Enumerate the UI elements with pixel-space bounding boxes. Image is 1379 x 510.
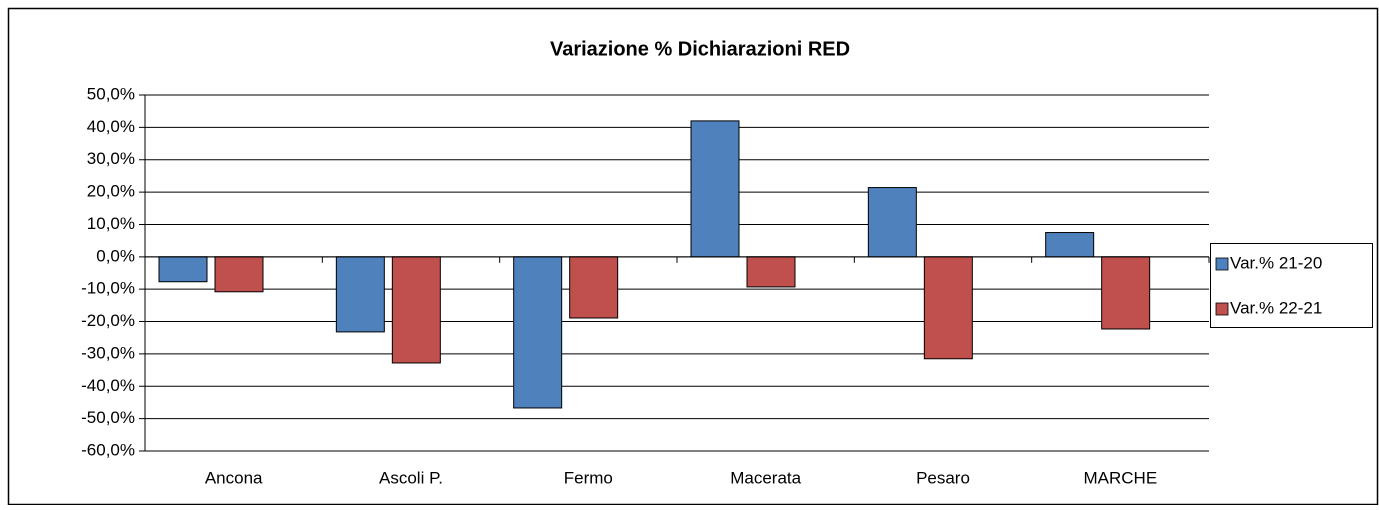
y-tick-label: -10,0% — [81, 279, 135, 298]
x-tick-label: Fermo — [564, 468, 613, 487]
y-tick-label: 0,0% — [96, 246, 135, 265]
legend-label: Var.% 21-20 — [1230, 253, 1322, 272]
y-tick-label: 30,0% — [87, 149, 135, 168]
bar — [513, 256, 563, 409]
y-tick-label: 40,0% — [87, 117, 135, 136]
x-tick-label: Pesaro — [916, 468, 970, 487]
y-tick-label: -50,0% — [81, 408, 135, 427]
y-tick-label: 10,0% — [87, 214, 135, 233]
bar — [1101, 256, 1151, 330]
bar — [158, 256, 208, 283]
bar — [214, 256, 264, 293]
y-tick-label: 20,0% — [87, 182, 135, 201]
y-tick-label: -40,0% — [81, 376, 135, 395]
chart-title: Variazione % Dichiarazioni RED — [550, 38, 850, 60]
x-tick-label: MARCHE — [1083, 468, 1157, 487]
bar — [569, 256, 619, 319]
x-tick-label: Ancona — [205, 468, 263, 487]
bar — [1045, 232, 1095, 258]
y-tick-label: 50,0% — [87, 84, 135, 103]
bar — [923, 256, 973, 360]
y-tick-label: -20,0% — [81, 311, 135, 330]
bar — [690, 120, 740, 258]
y-tick-label: -60,0% — [81, 440, 135, 459]
legend-label: Var.% 22-21 — [1230, 298, 1322, 317]
x-tick-label: Ascoli P. — [379, 468, 443, 487]
bar — [867, 187, 917, 258]
y-tick-label: -30,0% — [81, 343, 135, 362]
bar — [746, 256, 796, 288]
bar — [335, 256, 385, 333]
x-tick-label: Macerata — [730, 468, 801, 487]
legend-swatch — [1215, 302, 1229, 316]
bar — [391, 256, 441, 364]
legend-swatch — [1215, 257, 1229, 271]
legend-box — [1210, 243, 1373, 328]
